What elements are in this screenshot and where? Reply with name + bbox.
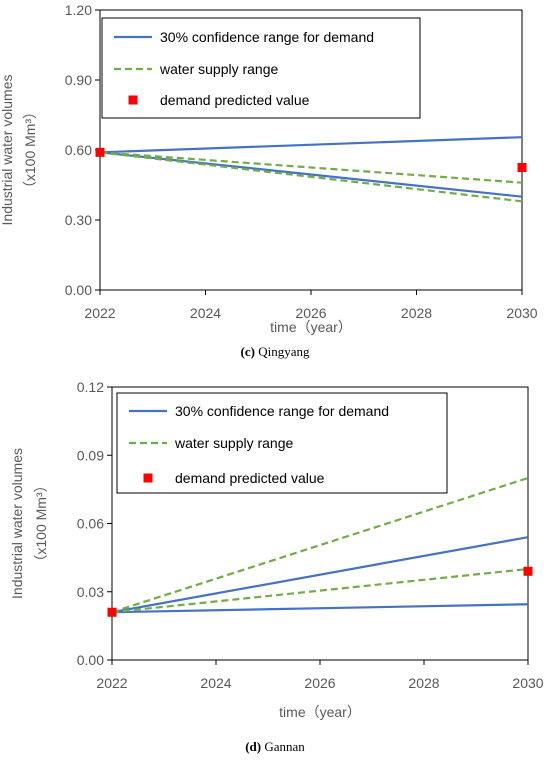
y-tick-label: 0.90 [65,72,92,88]
y-axis-unit-label: （x100 Mm³） [22,105,38,195]
y-axis-label: Industrial water volumes [9,448,25,599]
predicted-value-point [517,163,527,172]
x-tick-label: 2030 [512,675,543,691]
y-tick-label: 0.06 [77,516,104,532]
predicted-value-point [107,607,117,617]
x-axis-label: time（year） [279,704,361,720]
legend-label: demand predicted value [160,92,310,108]
chart-caption: (c) Qingyang [241,344,310,359]
supply-range-line [111,476,529,614]
x-tick-label: 2026 [304,675,335,691]
caption-letter: (d) [245,739,261,754]
caption-text: Qingyang [255,344,310,359]
supply-range-line [99,151,523,184]
x-tick-label: 2022 [84,305,115,321]
x-tick-label: 2024 [190,305,221,321]
demand-range-line [111,603,529,614]
legend-box [116,392,448,494]
y-axis-unit-label: （x100 Mm³） [33,478,49,568]
legend-label: demand predicted value [175,470,325,486]
x-tick-label: 2022 [96,675,127,691]
y-axis-label: Industrial water volumes [0,75,15,226]
y-tick-label: 1.20 [65,2,92,18]
legend-box [101,17,421,119]
chart-d: 0.00 0.03 0.06 0.09 0.12 2022 2024 2026 2028 2030… [9,379,544,754]
caption-text: Gannan [261,739,305,754]
legend-label: water supply range [159,61,279,77]
demand-range-line [99,151,523,198]
demand-range-line [99,136,523,154]
x-axis-label: time（year） [270,319,352,335]
legend-label: water supply range [174,435,294,451]
x-tick-label: 2030 [506,305,537,321]
y-tick-label: 0.00 [65,282,92,298]
supply-range-line [111,567,529,614]
x-tick-label: 2028 [401,305,432,321]
chart-caption: (d) Gannan [245,739,305,754]
y-tick-label: 0.60 [65,142,92,158]
y-tick-label: 0.03 [77,584,104,600]
y-tick-label: 0.30 [65,212,92,228]
x-tick-label: 2024 [200,675,231,691]
chart-c: 0.00 0.30 0.60 0.90 1.20 2022 2024 2026 2028 2030… [0,2,538,359]
demand-range-line [111,536,529,614]
legend-predicted-swatch [143,473,153,483]
legend-label: 30% confidence range for demand [175,403,389,419]
predicted-value-point [95,147,105,157]
legend-label: 30% confidence range for demand [160,29,374,45]
caption-letter: (c) [241,344,255,359]
predicted-value-point [523,566,533,576]
supply-range-line [99,151,523,203]
legend-predicted-swatch [128,95,138,105]
y-tick-label: 0.12 [77,379,104,395]
x-tick-label: 2028 [408,675,439,691]
y-tick-label: 0.00 [77,652,104,668]
y-tick-label: 0.09 [77,447,104,463]
x-tick-label: 2026 [295,305,326,321]
